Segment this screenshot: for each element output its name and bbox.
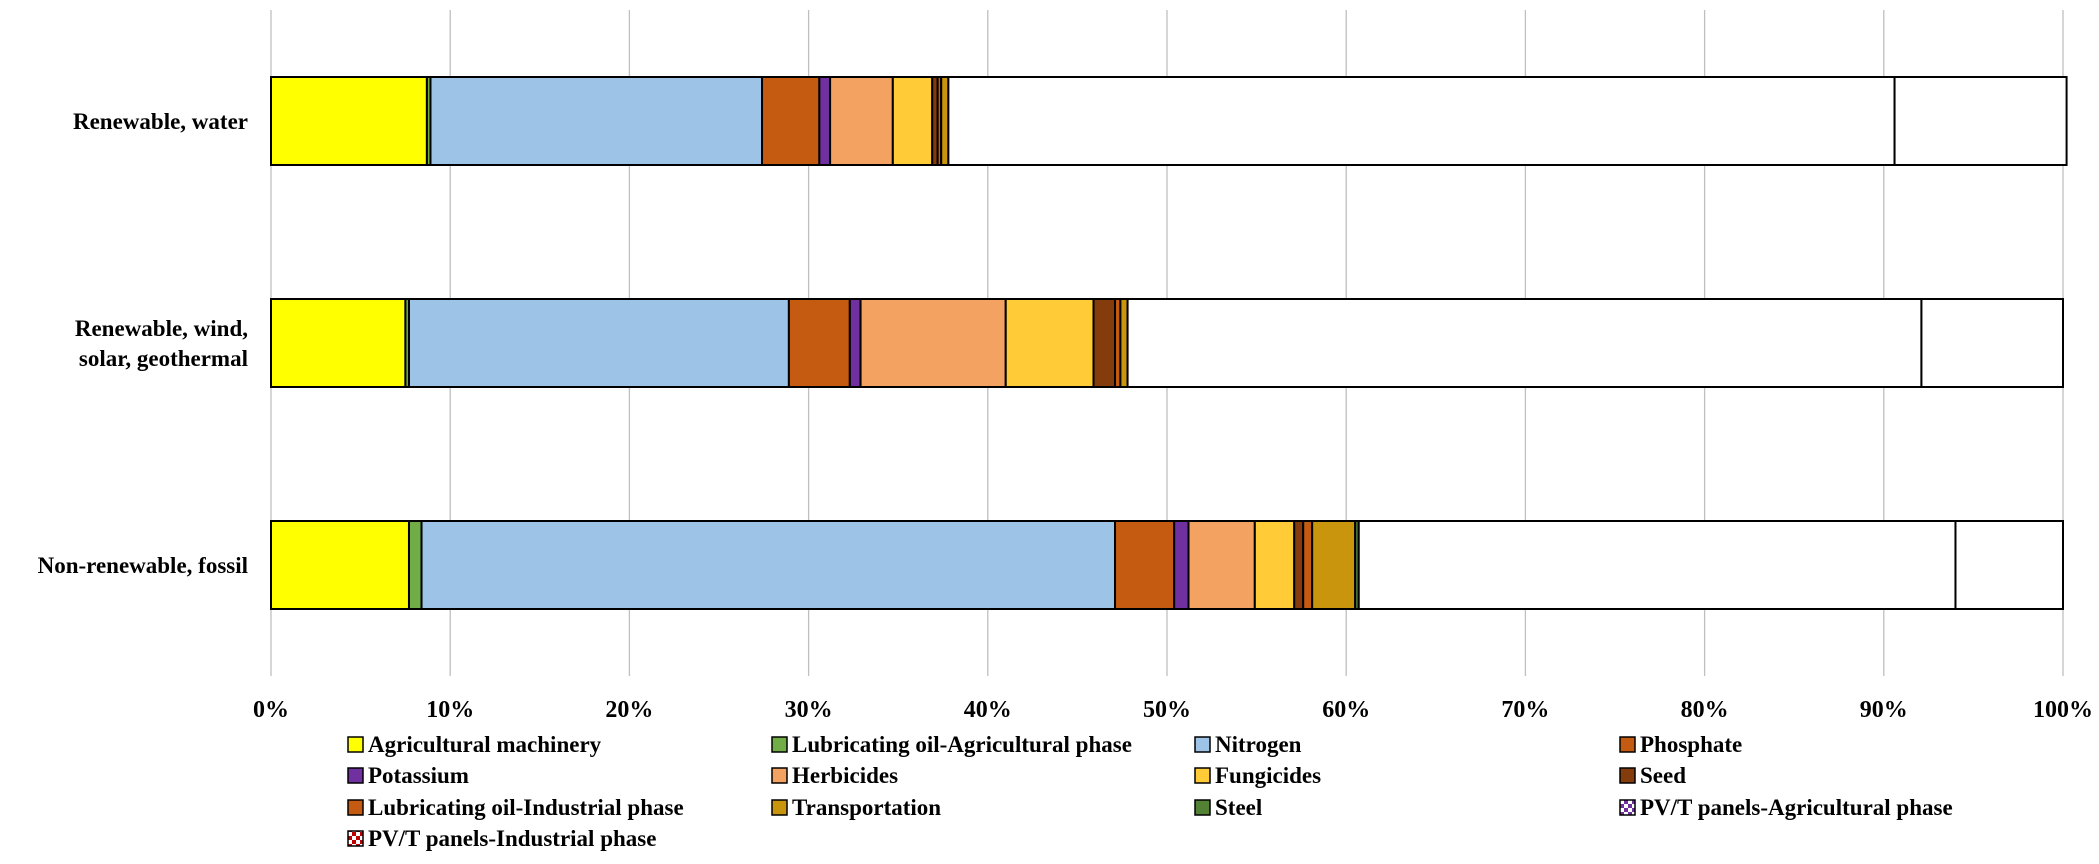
legend-swatch <box>1619 799 1636 816</box>
bar-segment <box>270 298 407 388</box>
bar-segment <box>818 76 832 166</box>
legend: Agricultural machinery Lubricating oil-Ag… <box>347 732 1953 851</box>
bar-segment <box>1293 520 1305 610</box>
legend-item: Agricultural machinery <box>347 732 602 757</box>
legend-label: Fungicides <box>1215 763 1321 788</box>
legend-swatch <box>1194 767 1211 784</box>
legend-item: PV/T panels-Industrial phase <box>347 826 656 851</box>
legend-swatch <box>1619 767 1636 784</box>
category-label: Renewable, wind, <box>75 316 248 341</box>
legend-item: Steel <box>1194 795 1262 820</box>
legend-swatch <box>347 767 364 784</box>
bar-segment <box>1114 520 1176 610</box>
bar-segment <box>848 298 862 388</box>
legend-label: PV/T panels-Industrial phase <box>368 826 656 851</box>
bar-segment <box>1119 298 1129 388</box>
legend-item: Nitrogen <box>1194 732 1302 757</box>
legend-label: Steel <box>1215 795 1262 820</box>
bar-segment <box>407 298 790 388</box>
bar-group <box>270 298 2064 388</box>
bar-segment <box>829 76 894 166</box>
legend-swatch <box>1194 799 1211 816</box>
bar-segment <box>1126 298 1923 388</box>
bar-segment <box>1004 298 1095 388</box>
legend-item: Herbicides <box>771 763 898 788</box>
x-tick-label: 40% <box>964 697 1012 723</box>
x-tick-label: 80% <box>1681 697 1729 723</box>
bar-segment <box>787 298 851 388</box>
legend-label: Agricultural machinery <box>368 732 602 757</box>
category-label: Non-renewable, fossil <box>38 553 248 578</box>
category-label: solar, geothermal <box>79 346 248 371</box>
bar-segment <box>940 76 950 166</box>
legend-item: Transportation <box>771 795 941 820</box>
legend-swatch <box>1619 736 1636 753</box>
legend-label: Potassium <box>368 763 469 788</box>
x-tick-label: 30% <box>785 697 833 723</box>
legend-swatch <box>347 736 364 753</box>
x-tick-label: 60% <box>1322 697 1370 723</box>
legend-swatch <box>1194 736 1211 753</box>
legend-label: Seed <box>1640 763 1686 788</box>
x-tick-label: 10% <box>426 697 474 723</box>
bar-segment <box>1187 520 1256 610</box>
legend-label: PV/T panels-Agricultural phase <box>1640 795 1953 820</box>
bar-segment <box>947 76 1896 166</box>
bar-segment <box>407 520 423 610</box>
category-labels: Renewable, water Renewable, wind, solar, g… <box>38 109 248 578</box>
legend-swatch <box>771 767 788 784</box>
legend-swatch <box>347 830 364 847</box>
bar-segment <box>1092 298 1117 388</box>
legend-label: Transportation <box>792 795 941 820</box>
bar-segment <box>1893 76 2068 166</box>
bar-segment <box>1954 520 2064 610</box>
bar-segment <box>1302 520 1314 610</box>
legend-item: Fungicides <box>1194 763 1321 788</box>
bar-segment <box>1173 520 1190 610</box>
bar-segment <box>420 520 1117 610</box>
legend-item: Potassium <box>347 763 469 788</box>
legend-swatch <box>347 799 364 816</box>
legend-item: Phosphate <box>1619 732 1742 757</box>
bar-segment <box>1920 298 2064 388</box>
legend-label: Nitrogen <box>1215 732 1302 757</box>
legend-item: Seed <box>1619 763 1686 788</box>
legend-label: Lubricating oil-Industrial phase <box>368 795 684 820</box>
x-tick-label: 90% <box>1860 697 1908 723</box>
x-axis-tick-labels: 0% 10% 20% 30% 40% 50% 60% 70% 80% 90% 100% <box>253 697 2093 723</box>
legend-item: PV/T panels-Agricultural phase <box>1619 795 1953 820</box>
x-tick-label: 0% <box>253 697 289 723</box>
legend-label: Phosphate <box>1640 732 1742 757</box>
legend-item: Lubricating oil-Agricultural phase <box>771 732 1132 757</box>
x-tick-label: 20% <box>605 697 653 723</box>
bar-segment <box>429 76 764 166</box>
bar-segment <box>1357 520 1957 610</box>
legend-item: Lubricating oil-Industrial phase <box>347 795 684 820</box>
bar-group <box>270 520 2064 610</box>
bar-segment <box>270 76 428 166</box>
legend-swatch <box>771 736 788 753</box>
x-tick-label: 100% <box>2033 697 2093 723</box>
bar-segment <box>1253 520 1296 610</box>
bars <box>270 76 2068 610</box>
bar-segment <box>891 76 934 166</box>
bar-segment <box>859 298 1007 388</box>
legend-label: Lubricating oil-Agricultural phase <box>792 732 1132 757</box>
x-tick-label: 50% <box>1143 697 1191 723</box>
bar-group <box>270 76 2068 166</box>
bar-segment <box>270 520 410 610</box>
legend-swatch <box>771 799 788 816</box>
x-tick-label: 70% <box>1501 697 1549 723</box>
legend-label: Herbicides <box>792 763 898 788</box>
category-label: Renewable, water <box>73 109 248 134</box>
bar-segment <box>1311 520 1357 610</box>
bar-segment <box>761 76 821 166</box>
